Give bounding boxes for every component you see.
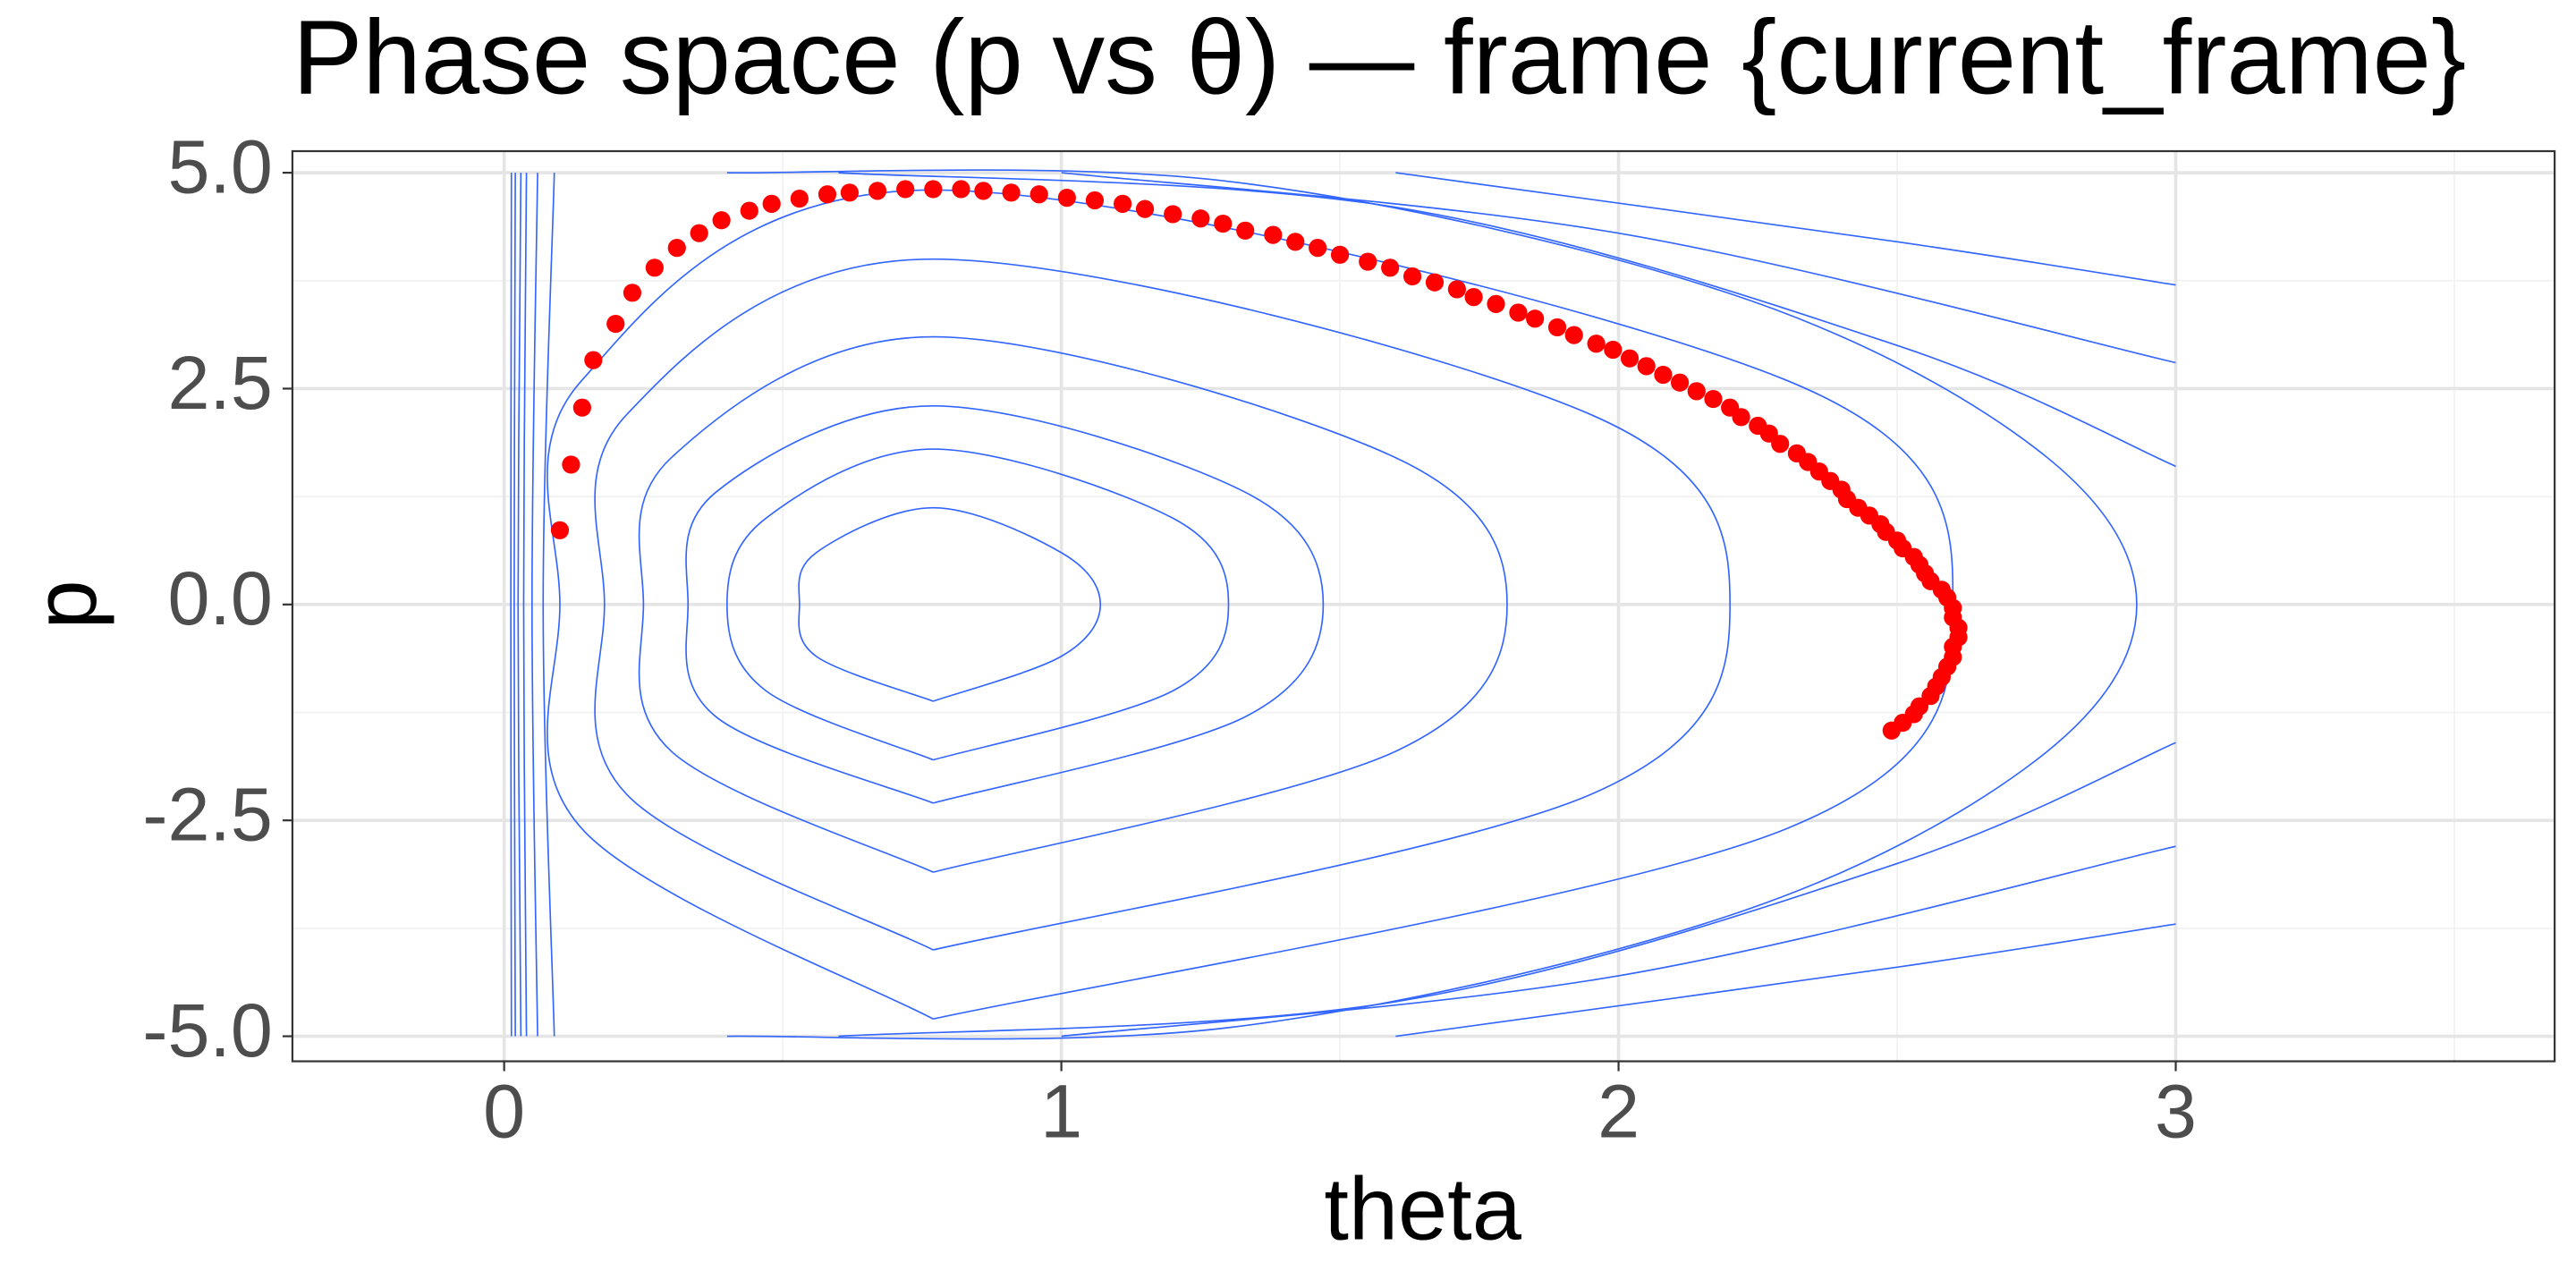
trajectory-point (952, 180, 970, 199)
trajectory-point (1637, 357, 1656, 376)
y-tick-label: 0.0 (167, 556, 272, 640)
trajectory-point (1654, 365, 1673, 385)
trajectory-point (1604, 340, 1623, 360)
trajectory-point (1487, 294, 1505, 313)
trajectory-point (1114, 194, 1132, 213)
trajectory-point (1057, 189, 1076, 208)
axes: 0 1 2 3 5.0 2.5 0.0 -2.5 -5.0 (142, 124, 2197, 1153)
trajectory-point (1620, 349, 1640, 368)
trajectory-point (974, 182, 993, 200)
x-tick-label: 0 (483, 1069, 525, 1153)
trajectory-point (1564, 326, 1583, 344)
trajectory-point (1359, 252, 1377, 271)
plot-layers (510, 169, 2176, 1040)
contour-line (685, 404, 1325, 804)
trajectory-point (1464, 288, 1483, 307)
trajectory-point (1085, 191, 1105, 210)
trajectory-point (790, 189, 809, 208)
trajectory-point (1547, 318, 1567, 337)
y-axis-title: p (16, 580, 115, 629)
trajectory-point (1135, 199, 1155, 218)
trajectory-point (1587, 335, 1606, 353)
trajectory-point (584, 351, 603, 369)
chart-title: Phase space (p vs θ) — frame {current_fr… (292, 0, 2466, 116)
trajectory-point (1509, 303, 1528, 322)
contour-line (1395, 172, 2176, 1038)
contour-line (798, 506, 1102, 702)
trajectory-point (645, 258, 664, 277)
trajectory-point (1214, 214, 1233, 233)
trajectory-point (562, 455, 580, 474)
trajectory-point (840, 183, 859, 202)
trajectory-point (1687, 382, 1706, 401)
trajectory-point (690, 224, 708, 242)
trajectory-point (712, 211, 731, 230)
trajectory-point (818, 185, 837, 204)
trajectory-point (1882, 721, 1901, 740)
contour-line (510, 173, 513, 1037)
trajectory-point (1164, 205, 1182, 224)
trajectory-point (1670, 373, 1690, 392)
trajectory-point (1381, 258, 1400, 277)
contour-line (547, 189, 1954, 1021)
trajectory-point (1447, 280, 1467, 299)
trajectory-point (550, 521, 570, 539)
contour-line (726, 169, 2138, 1040)
trajectory-point (1704, 389, 1723, 409)
trajectory-point (572, 398, 591, 417)
grid (292, 150, 2555, 1062)
y-tick-label: -2.5 (142, 772, 273, 856)
trajectory-point (762, 194, 781, 213)
x-tick-label: 1 (1040, 1069, 1082, 1153)
contour-line (594, 258, 1731, 951)
trajectory-point (667, 239, 686, 258)
contour-line (513, 173, 516, 1037)
contour-line (542, 173, 555, 1037)
contour-line (638, 335, 1508, 873)
contour-line (522, 173, 528, 1037)
trajectory-point (1732, 408, 1750, 427)
trajectory-point (1309, 239, 1327, 258)
trajectory-point (1402, 267, 1422, 286)
panel-border (291, 149, 2556, 1063)
trajectory-point (924, 180, 943, 199)
contour-line (517, 173, 522, 1037)
contour-line (1061, 172, 2176, 1038)
trajectory-point (1286, 233, 1305, 251)
trajectory-point (740, 201, 758, 220)
trajectory-point (1771, 435, 1790, 453)
trajectory-point (868, 182, 887, 200)
trajectory-point (606, 314, 625, 334)
trajectory-point (896, 180, 915, 199)
trajectory-point (1030, 185, 1048, 204)
trajectory-point (1526, 309, 1545, 328)
trajectory-point (1002, 183, 1021, 202)
x-tick-label: 2 (1597, 1069, 1640, 1153)
contour-line (838, 172, 2176, 1038)
y-tick-label: 2.5 (167, 341, 272, 425)
y-tick-label: 5.0 (167, 124, 272, 208)
trajectory-point (1236, 221, 1255, 240)
trajectory-point (1191, 209, 1210, 228)
y-tick-label: -5.0 (142, 988, 273, 1072)
x-axis-title: theta (1324, 1159, 1521, 1258)
contour-line (726, 448, 1230, 761)
x-tick-label: 3 (2155, 1069, 2197, 1153)
contour-line (530, 173, 538, 1037)
trajectory-point (1330, 245, 1350, 264)
trajectory-point (1425, 273, 1445, 292)
trajectory-point (623, 284, 642, 302)
trajectory-point (1264, 225, 1283, 244)
